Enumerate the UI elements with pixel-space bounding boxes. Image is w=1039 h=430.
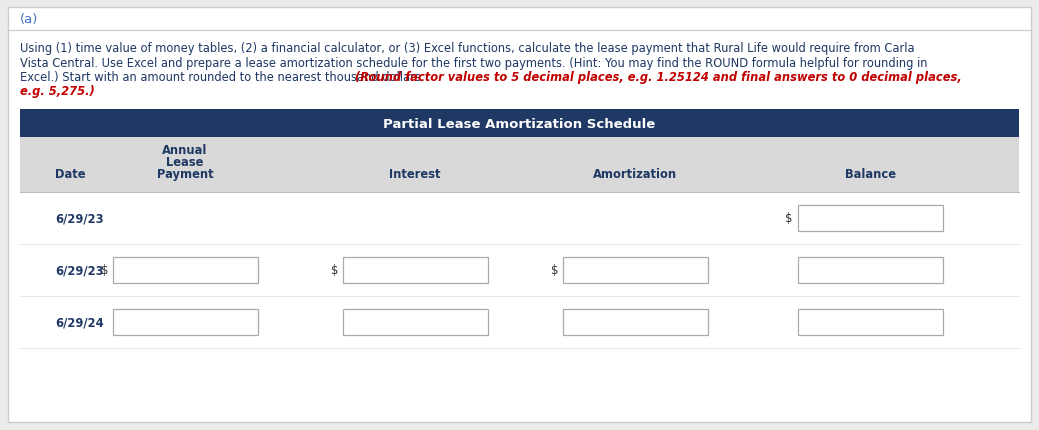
Text: $: $ [101,264,108,277]
Text: 6/29/24: 6/29/24 [55,316,104,329]
FancyBboxPatch shape [8,8,1031,422]
FancyBboxPatch shape [112,309,258,335]
FancyBboxPatch shape [798,258,942,283]
FancyBboxPatch shape [343,309,487,335]
Text: Annual: Annual [162,144,208,157]
Text: 6/29/23: 6/29/23 [55,212,104,225]
Text: Date: Date [55,168,85,181]
FancyBboxPatch shape [562,258,708,283]
Text: $: $ [785,212,793,225]
Text: Balance: Balance [845,168,896,181]
Text: $: $ [330,264,338,277]
FancyBboxPatch shape [20,296,1019,348]
FancyBboxPatch shape [562,309,708,335]
FancyBboxPatch shape [112,258,258,283]
FancyBboxPatch shape [343,258,487,283]
Text: Using (1) time value of money tables, (2) a financial calculator, or (3) Excel f: Using (1) time value of money tables, (2… [20,42,914,55]
FancyBboxPatch shape [20,110,1019,138]
Text: e.g. 5,275.): e.g. 5,275.) [20,85,95,98]
Text: Lease: Lease [166,156,204,169]
FancyBboxPatch shape [20,193,1019,244]
Text: Interest: Interest [390,168,441,181]
Text: (a): (a) [20,13,38,26]
Text: 6/29/23: 6/29/23 [55,264,104,277]
FancyBboxPatch shape [798,309,942,335]
FancyBboxPatch shape [20,244,1019,296]
FancyBboxPatch shape [798,206,942,231]
FancyBboxPatch shape [20,138,1019,193]
Text: (Round factor values to 5 decimal places, e.g. 1.25124 and final answers to 0 de: (Round factor values to 5 decimal places… [354,71,961,84]
Text: Vista Central. Use Excel and prepare a lease amortization schedule for the first: Vista Central. Use Excel and prepare a l… [20,56,928,69]
Text: Partial Lease Amortization Schedule: Partial Lease Amortization Schedule [383,117,656,130]
Text: Payment: Payment [157,168,213,181]
Text: Excel.) Start with an amount rounded to the nearest thousand dollars.: Excel.) Start with an amount rounded to … [20,71,428,84]
Text: Amortization: Amortization [593,168,677,181]
Text: $: $ [551,264,558,277]
